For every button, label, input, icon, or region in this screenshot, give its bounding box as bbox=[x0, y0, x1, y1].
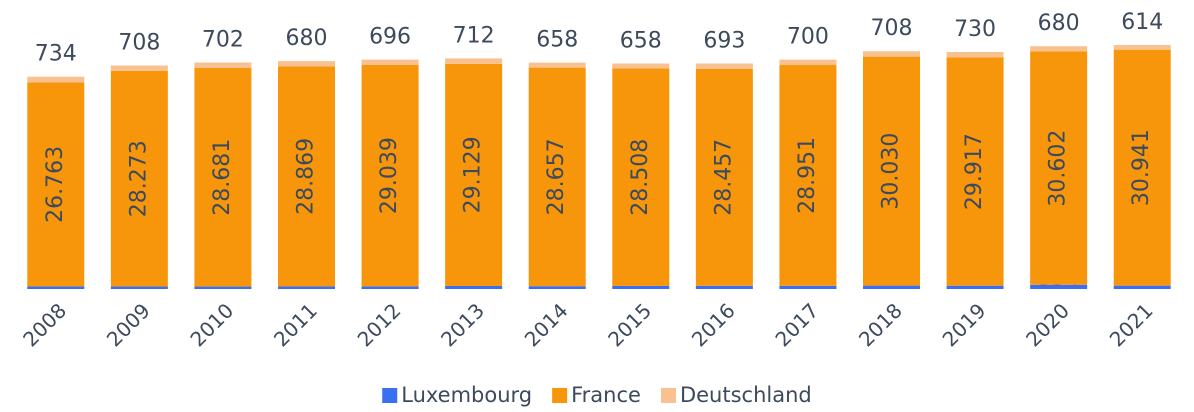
bar-segment bbox=[445, 63, 503, 286]
legend-swatch bbox=[382, 388, 398, 403]
value-label: 30.602 bbox=[1046, 130, 1071, 207]
bar-segment bbox=[779, 65, 837, 286]
x-tick-label: 2017 bbox=[770, 298, 823, 351]
value-label: 28.508 bbox=[628, 139, 653, 216]
value-label: 680 bbox=[286, 26, 328, 51]
value-label: 29.129 bbox=[461, 136, 486, 213]
bar-segment bbox=[695, 68, 753, 286]
bar-segment bbox=[194, 62, 252, 68]
value-label: 28.657 bbox=[544, 138, 569, 215]
bar-segment bbox=[278, 66, 335, 287]
x-tick-label: 2016 bbox=[687, 298, 740, 351]
bar-segment bbox=[528, 286, 586, 289]
value-label: 680 bbox=[1038, 11, 1080, 36]
bar-segment bbox=[27, 82, 85, 287]
bar-segment bbox=[445, 58, 503, 64]
bar-segment bbox=[612, 285, 670, 289]
bar-segment bbox=[194, 286, 252, 289]
x-tick-label: 2013 bbox=[436, 298, 489, 351]
bar-segment bbox=[1030, 284, 1088, 289]
bar-segment bbox=[695, 285, 753, 289]
value-label: 658 bbox=[536, 28, 578, 53]
x-tick-label: 2011 bbox=[269, 298, 322, 351]
bar-segment bbox=[1113, 285, 1171, 289]
value-label: 734 bbox=[35, 42, 77, 67]
bar-segment bbox=[110, 286, 168, 289]
x-tick-label: 2009 bbox=[102, 298, 155, 351]
value-label: 30.030 bbox=[879, 133, 904, 210]
value-label: 693 bbox=[703, 29, 745, 54]
bar-segment bbox=[528, 67, 586, 287]
bar-segment bbox=[946, 51, 1004, 58]
value-label: 28.457 bbox=[711, 139, 736, 216]
x-tick-label: 2020 bbox=[1021, 298, 1074, 351]
bar-segment bbox=[1030, 51, 1088, 285]
value-label: 30.941 bbox=[1129, 129, 1154, 206]
legend-label: Deutschland bbox=[680, 383, 812, 407]
bar-segment bbox=[863, 56, 920, 286]
bar-segment bbox=[1030, 46, 1088, 52]
value-label: 28.869 bbox=[294, 138, 319, 215]
bar-segment bbox=[278, 61, 335, 67]
bar-segment bbox=[612, 68, 670, 286]
value-label: 730 bbox=[954, 17, 996, 42]
value-label: 708 bbox=[871, 16, 913, 41]
bar-segment bbox=[194, 67, 252, 287]
value-label: 28.951 bbox=[795, 137, 820, 214]
value-label: 702 bbox=[202, 27, 244, 52]
value-label: 700 bbox=[787, 25, 829, 50]
legend-label: France bbox=[571, 383, 641, 407]
x-tick-label: 2008 bbox=[18, 298, 71, 351]
legend-swatch bbox=[660, 388, 676, 403]
x-tick-label: 2018 bbox=[854, 298, 907, 351]
x-tick-label: 2010 bbox=[185, 298, 238, 351]
bar-segment bbox=[1113, 45, 1171, 50]
bar-segment bbox=[278, 286, 335, 289]
bar-segment bbox=[612, 63, 670, 69]
bar-segment bbox=[863, 51, 920, 57]
value-label: 28.681 bbox=[210, 139, 235, 216]
value-label: 712 bbox=[453, 23, 495, 48]
x-tick-label: 2021 bbox=[1105, 298, 1158, 351]
bar-segment bbox=[779, 285, 837, 289]
legend-swatch bbox=[552, 388, 568, 403]
bar-segment bbox=[110, 70, 168, 287]
value-label: 614 bbox=[1121, 10, 1163, 35]
bar-segment bbox=[863, 285, 920, 289]
x-tick-label: 2012 bbox=[353, 298, 406, 351]
bar-segment bbox=[27, 76, 85, 83]
bar-segment bbox=[1113, 49, 1171, 286]
bar-segment bbox=[695, 63, 753, 69]
x-tick-label: 2015 bbox=[603, 298, 656, 351]
legend-label: Luxembourg bbox=[401, 383, 532, 407]
value-label: 658 bbox=[620, 29, 662, 54]
bar-segment bbox=[110, 65, 168, 71]
bar-segment bbox=[528, 62, 586, 68]
bar-segment bbox=[946, 57, 1004, 286]
value-label: 29.917 bbox=[962, 133, 987, 210]
bar-segment bbox=[361, 286, 419, 289]
bar-segment bbox=[946, 285, 1004, 289]
value-label: 29.039 bbox=[377, 137, 402, 214]
bar-segment bbox=[779, 59, 837, 66]
value-label: 708 bbox=[118, 31, 160, 56]
bar-segment bbox=[27, 286, 85, 289]
bar-segment bbox=[361, 64, 419, 287]
bar-segment bbox=[445, 285, 503, 289]
x-tick-label: 2019 bbox=[938, 298, 991, 351]
value-label: 696 bbox=[369, 25, 411, 50]
value-label: 28.273 bbox=[126, 140, 151, 217]
bar-segment bbox=[361, 59, 419, 65]
x-tick-label: 2014 bbox=[520, 298, 573, 351]
value-label: 26.763 bbox=[43, 146, 68, 223]
